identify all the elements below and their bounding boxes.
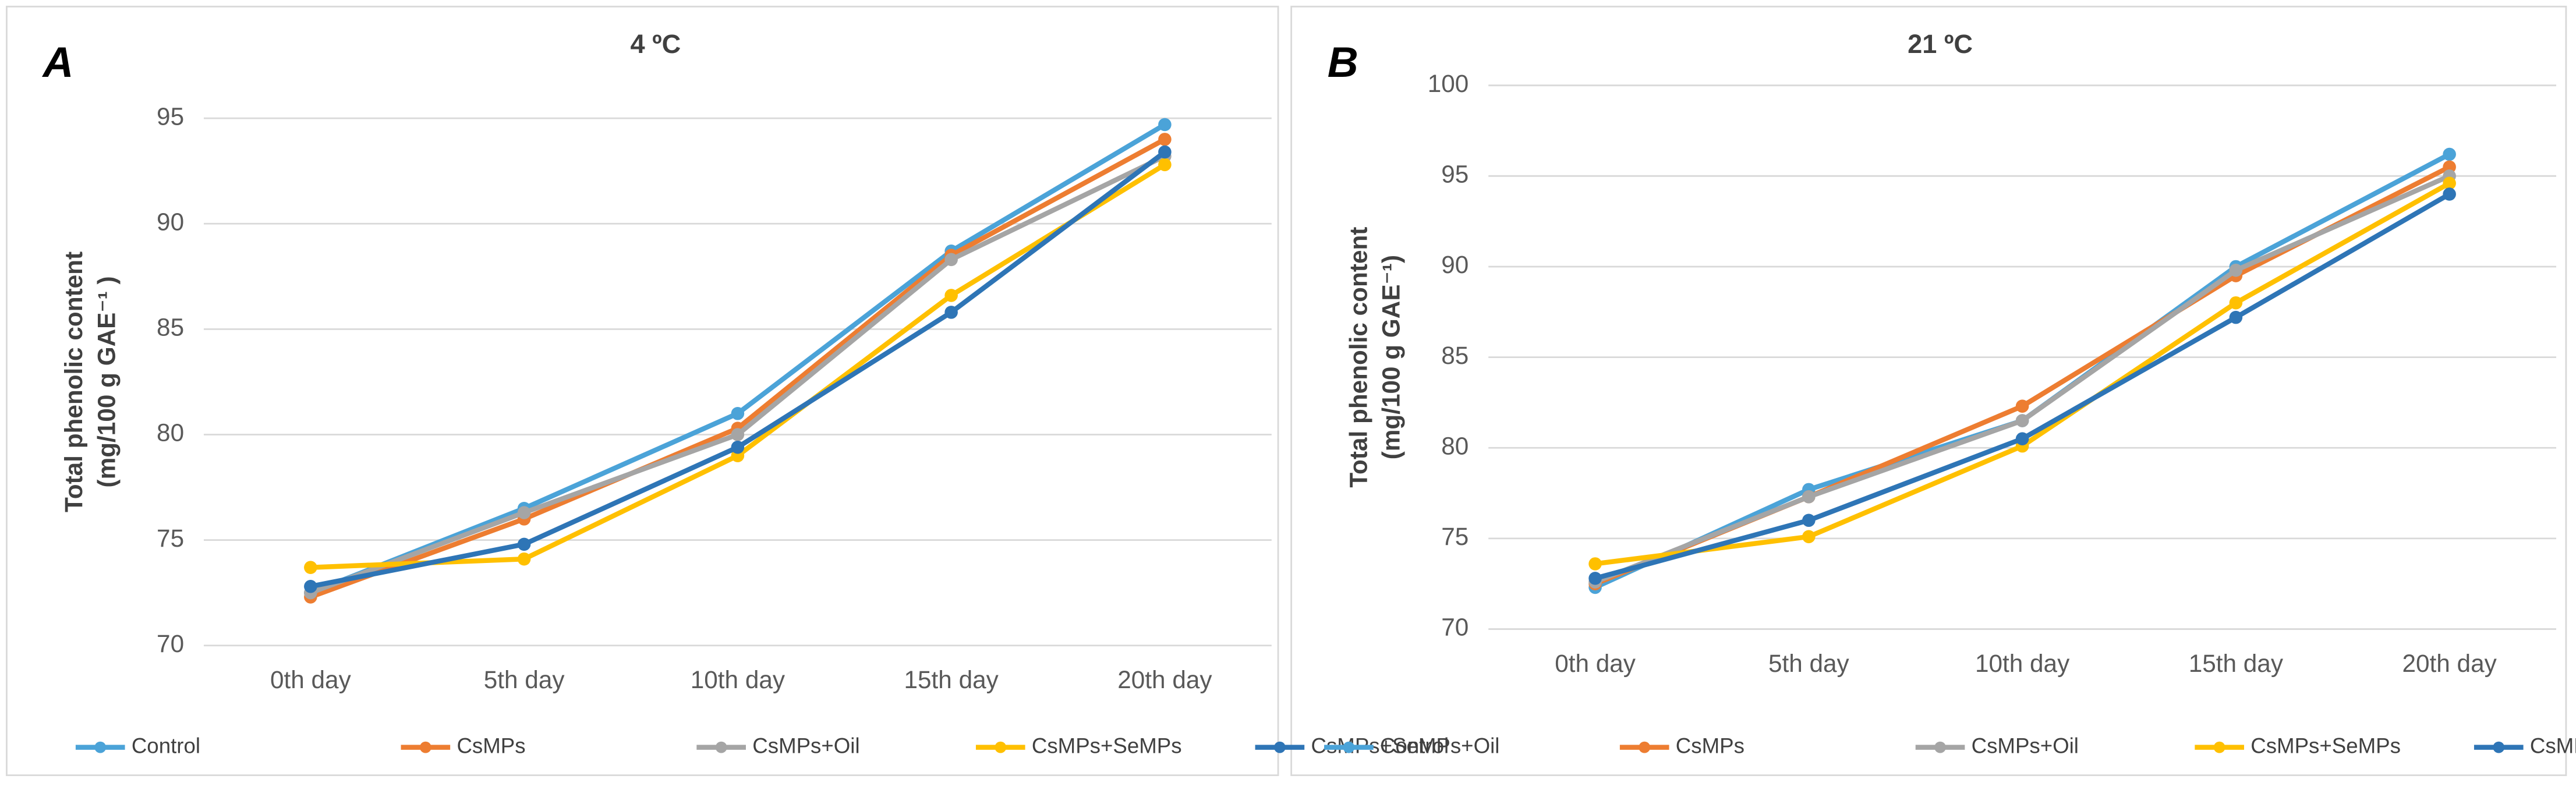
data-point (1802, 513, 1816, 527)
data-point (2443, 187, 2456, 201)
y-tick-label: 75 (1441, 523, 1469, 550)
chart: B 21 ºC Total phenolic content (mg/100 g GA… (1324, 29, 2576, 757)
legend-label: CsMPs+Oil (752, 734, 859, 757)
data-point (304, 580, 317, 593)
data-point (517, 506, 531, 519)
y-tick-label: 95 (1441, 161, 1469, 188)
data-point (2229, 296, 2243, 310)
data-point (2015, 414, 2029, 427)
legend-marker (94, 741, 107, 753)
y-tick-label: 85 (1441, 342, 1469, 369)
y-tick-label: 75 (157, 525, 184, 552)
data-point (2229, 310, 2243, 324)
x-tick-label: 10th day (691, 666, 785, 693)
x-tick-label: 0th day (270, 666, 352, 693)
data-point (1588, 557, 1602, 571)
data-point (1158, 158, 1172, 172)
data-point (2443, 160, 2456, 174)
data-point (2229, 263, 2243, 277)
panel-label: B (1328, 38, 1358, 86)
data-point (731, 406, 745, 420)
legend-marker (1934, 741, 1946, 753)
y-axis-label: Total phenolic content (60, 252, 87, 512)
data-point (1158, 145, 1172, 159)
x-tick-label: 10th day (1975, 650, 2070, 677)
x-tick-label: 15th day (904, 666, 999, 693)
data-point (1158, 118, 1172, 132)
legend-label: CsMPs+SeMPs (2251, 734, 2401, 757)
y-axis-label: Total phenolic content (1344, 227, 1372, 488)
x-tick-label: 0th day (1555, 650, 1636, 677)
x-tick-label: 20th day (1117, 666, 1212, 693)
data-point (2443, 147, 2456, 161)
data-point (1158, 133, 1172, 146)
y-tick-label: 80 (157, 419, 184, 447)
chart-title: 4 ºC (630, 29, 681, 59)
chart-title: 21 ºC (1908, 29, 1973, 59)
data-point (944, 253, 958, 267)
data-point (1588, 572, 1602, 585)
legend-marker (419, 741, 431, 753)
y-axis-label: (mg/100 g GAE⁻¹) (1378, 255, 1405, 459)
legend-marker (1343, 741, 1355, 753)
data-point (944, 306, 958, 319)
data-point (517, 552, 531, 566)
legend-label: CsMPs (457, 734, 525, 757)
data-point (731, 428, 745, 441)
legend-marker (2493, 741, 2505, 753)
legend-marker (1274, 741, 1286, 753)
x-tick-label: 15th day (2189, 650, 2284, 677)
x-tick-label: 20th day (2402, 650, 2497, 677)
data-point (1802, 530, 1816, 544)
y-tick-label: 90 (1441, 251, 1469, 278)
y-tick-label: 100 (1428, 70, 1469, 97)
panel-frame (1290, 5, 2567, 777)
y-axis-label: (mg/100 g GAE⁻¹ ) (93, 276, 121, 487)
y-tick-label: 70 (157, 630, 184, 657)
x-tick-label: 5th day (1768, 650, 1850, 677)
data-point (731, 440, 745, 454)
y-tick-label: 95 (157, 102, 184, 130)
y-tick-label: 80 (1441, 432, 1469, 459)
x-tick-label: 5th day (484, 666, 565, 693)
data-point (1802, 490, 1816, 504)
data-point (2015, 432, 2029, 445)
data-point (944, 289, 958, 302)
legend-label: Control (132, 734, 200, 757)
legend-marker (715, 741, 727, 753)
legend-label: CsMPs (1676, 734, 1745, 757)
legend-marker (995, 741, 1007, 753)
y-tick-label: 85 (157, 314, 184, 341)
legend-marker (1639, 741, 1651, 753)
legend-label: CsMPs+Oil (1972, 734, 2079, 757)
data-point (2015, 399, 2029, 413)
data-point (517, 537, 531, 551)
legend-label: CsMPs+SeMPs+Oil (2530, 734, 2576, 757)
legend-marker (2213, 741, 2225, 753)
data-point (304, 561, 317, 575)
y-tick-label: 70 (1441, 614, 1469, 641)
panel-frame (6, 5, 1279, 777)
legend-label: CsMPs+SeMPs (1032, 734, 1182, 757)
data-point (2443, 176, 2456, 190)
panel-label: A (41, 38, 73, 86)
legend-label: Control (1380, 734, 1449, 757)
y-tick-label: 90 (157, 208, 184, 235)
